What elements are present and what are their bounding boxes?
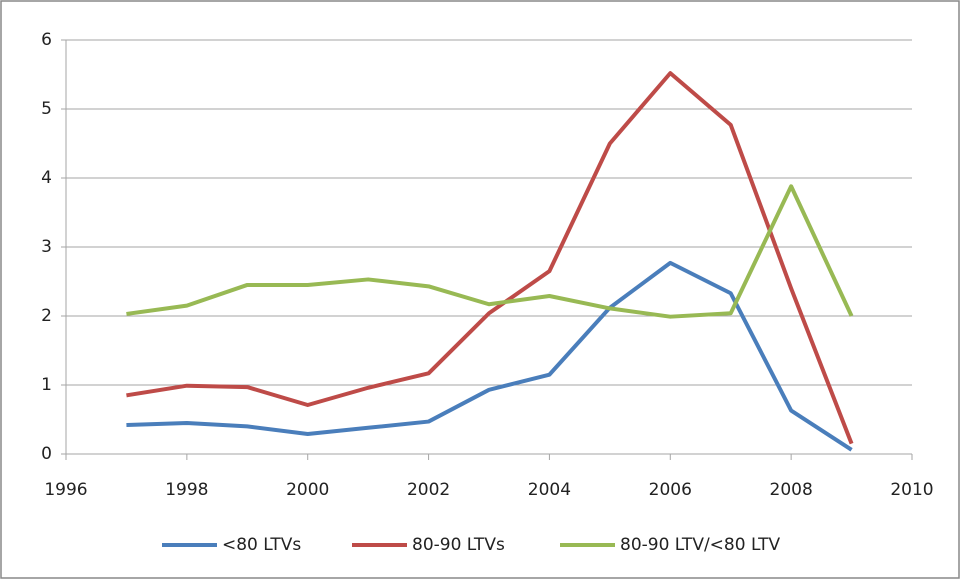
- y-tick-label: 5: [41, 99, 52, 119]
- x-tick-label: 2008: [770, 480, 813, 500]
- y-tick-label: 3: [41, 237, 52, 257]
- x-tick-label: 1998: [165, 480, 208, 500]
- legend-label: 80-90 LTV/<80 LTV: [620, 535, 780, 555]
- legend-label: <80 LTVs: [222, 535, 301, 555]
- legend-label: 80-90 LTVs: [412, 535, 505, 555]
- x-tick-label: 2004: [528, 480, 571, 500]
- series-line: [126, 260, 853, 452]
- y-tick-label: 0: [41, 444, 52, 464]
- series-line: [126, 71, 854, 445]
- x-tick-label: 2006: [649, 480, 692, 500]
- x-tick-label: 2000: [286, 480, 329, 500]
- x-tick-label: 1996: [44, 480, 87, 500]
- y-tick-label: 1: [41, 375, 52, 395]
- x-tick-label: 2002: [407, 480, 450, 500]
- y-tick-label: 6: [41, 30, 52, 50]
- y-tick-label: 2: [41, 306, 52, 326]
- x-tick-label: 2010: [890, 480, 933, 500]
- series-line: [126, 184, 854, 319]
- y-tick-label: 4: [41, 168, 52, 188]
